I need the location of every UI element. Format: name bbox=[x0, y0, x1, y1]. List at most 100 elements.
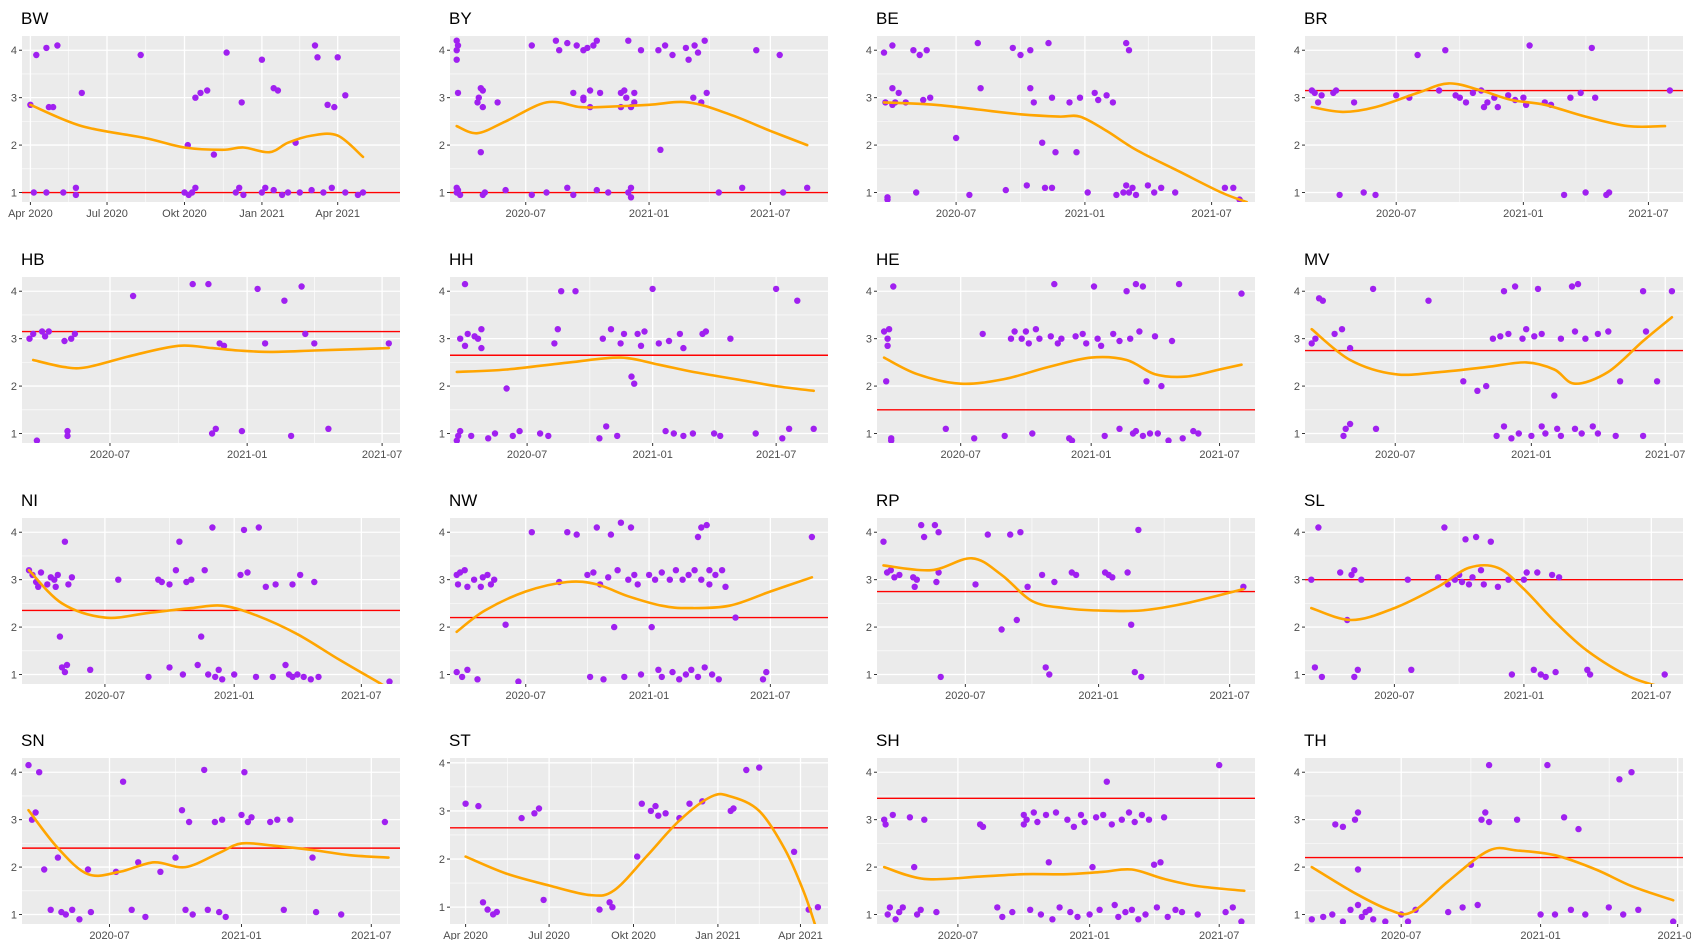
data-point bbox=[694, 533, 702, 541]
panel-background bbox=[22, 518, 400, 684]
x-tick-label: 2020-07 bbox=[936, 208, 976, 220]
data-point bbox=[570, 191, 577, 199]
data-point bbox=[238, 427, 246, 435]
data-point bbox=[708, 671, 716, 678]
data-point bbox=[648, 623, 655, 631]
data-point bbox=[1497, 333, 1504, 340]
data-point bbox=[1108, 821, 1116, 828]
x-tick-label: Jul 2020 bbox=[86, 208, 128, 220]
smooth-line bbox=[1310, 846, 1675, 916]
data-point bbox=[1195, 430, 1202, 437]
y-tick-label: 2 bbox=[1294, 381, 1300, 393]
data-point bbox=[76, 916, 83, 923]
facet-title: SL bbox=[1304, 491, 1325, 510]
data-point bbox=[884, 911, 891, 918]
data-layer bbox=[1305, 280, 1683, 442]
data-point bbox=[61, 668, 69, 676]
y-tick-label: 3 bbox=[11, 93, 17, 105]
data-point bbox=[658, 673, 665, 681]
y-tick-label: 3 bbox=[439, 806, 445, 818]
data-point bbox=[1030, 809, 1038, 816]
data-point bbox=[637, 671, 645, 678]
data-point bbox=[455, 432, 462, 440]
data-point bbox=[454, 42, 462, 49]
data-point bbox=[1315, 524, 1322, 531]
data-point bbox=[937, 673, 944, 681]
data-point bbox=[1308, 340, 1315, 347]
data-point bbox=[1175, 280, 1183, 288]
data-point bbox=[78, 89, 86, 97]
data-point bbox=[686, 800, 693, 807]
data-point bbox=[1571, 425, 1579, 432]
data-point bbox=[1056, 904, 1063, 911]
data-point bbox=[573, 42, 580, 49]
data-point bbox=[1480, 103, 1488, 111]
data-point bbox=[586, 87, 594, 94]
facet-hb: HB 1 2 3 4 2020-07 2021-01 2021-07 bbox=[11, 250, 402, 461]
data-point bbox=[1347, 906, 1354, 913]
data-point bbox=[808, 533, 816, 541]
y-tick-label: 3 bbox=[439, 334, 445, 346]
data-point bbox=[611, 623, 618, 631]
data-point bbox=[625, 189, 632, 196]
data-point bbox=[198, 633, 205, 640]
data-point bbox=[502, 186, 509, 194]
data-layer bbox=[1305, 761, 1683, 924]
data-point bbox=[1318, 92, 1325, 99]
data-point bbox=[311, 42, 319, 49]
data-point bbox=[84, 866, 92, 873]
y-tick-label: 3 bbox=[1294, 334, 1300, 346]
data-point bbox=[1628, 769, 1635, 776]
data-point bbox=[1222, 908, 1229, 916]
data-point bbox=[637, 47, 645, 54]
data-point bbox=[1168, 337, 1176, 345]
x-tick-label: 2020-07 bbox=[1381, 930, 1421, 940]
x-tick-label: 2020-07 bbox=[89, 930, 129, 940]
data-point bbox=[1538, 423, 1545, 430]
data-point bbox=[185, 818, 193, 826]
data-point bbox=[236, 184, 243, 191]
data-layer bbox=[877, 280, 1255, 443]
data-point bbox=[1038, 571, 1046, 579]
data-point bbox=[732, 614, 739, 621]
data-point bbox=[1312, 335, 1319, 342]
data-point bbox=[1505, 576, 1512, 583]
data-point bbox=[215, 666, 222, 673]
data-point bbox=[261, 340, 269, 347]
data-point bbox=[625, 37, 632, 44]
x-tick-label: 2020-07 bbox=[1374, 690, 1414, 702]
data-point bbox=[309, 854, 316, 861]
data-point bbox=[1360, 189, 1367, 196]
data-point bbox=[1160, 814, 1168, 821]
data-point bbox=[1178, 908, 1186, 916]
x-tick-label: 2020-07 bbox=[506, 690, 546, 702]
data-point bbox=[1058, 335, 1065, 342]
data-point bbox=[297, 571, 304, 579]
y-tick-label: 1 bbox=[11, 188, 17, 200]
facet-br: BR 1 2 3 4 2020-07 2021-01 2021-07 bbox=[1294, 9, 1683, 220]
data-point bbox=[1493, 432, 1500, 440]
x-tick-label: 2021-07 bbox=[1209, 690, 1249, 702]
data-point bbox=[60, 189, 67, 196]
data-point bbox=[1073, 149, 1080, 156]
data-point bbox=[274, 816, 281, 823]
y-tick-label: 4 bbox=[1294, 527, 1300, 539]
y-tick-label: 2 bbox=[866, 381, 872, 393]
data-point bbox=[502, 621, 509, 628]
data-point bbox=[54, 42, 61, 49]
data-point bbox=[1594, 330, 1602, 338]
x-tick-label: 2021-07 bbox=[1631, 690, 1671, 702]
data-point bbox=[1557, 335, 1565, 342]
data-point bbox=[889, 811, 896, 819]
x-tick-label: 2020-07 bbox=[85, 690, 125, 702]
facet-title: NW bbox=[449, 491, 477, 510]
smooth-line bbox=[455, 356, 815, 393]
data-point bbox=[1091, 89, 1098, 97]
data-point bbox=[252, 673, 260, 681]
data-point bbox=[627, 194, 635, 201]
data-point bbox=[188, 576, 195, 583]
data-point bbox=[1534, 285, 1542, 293]
data-point bbox=[1554, 425, 1561, 432]
data-point bbox=[479, 87, 486, 94]
y-tick-label: 2 bbox=[439, 622, 445, 634]
